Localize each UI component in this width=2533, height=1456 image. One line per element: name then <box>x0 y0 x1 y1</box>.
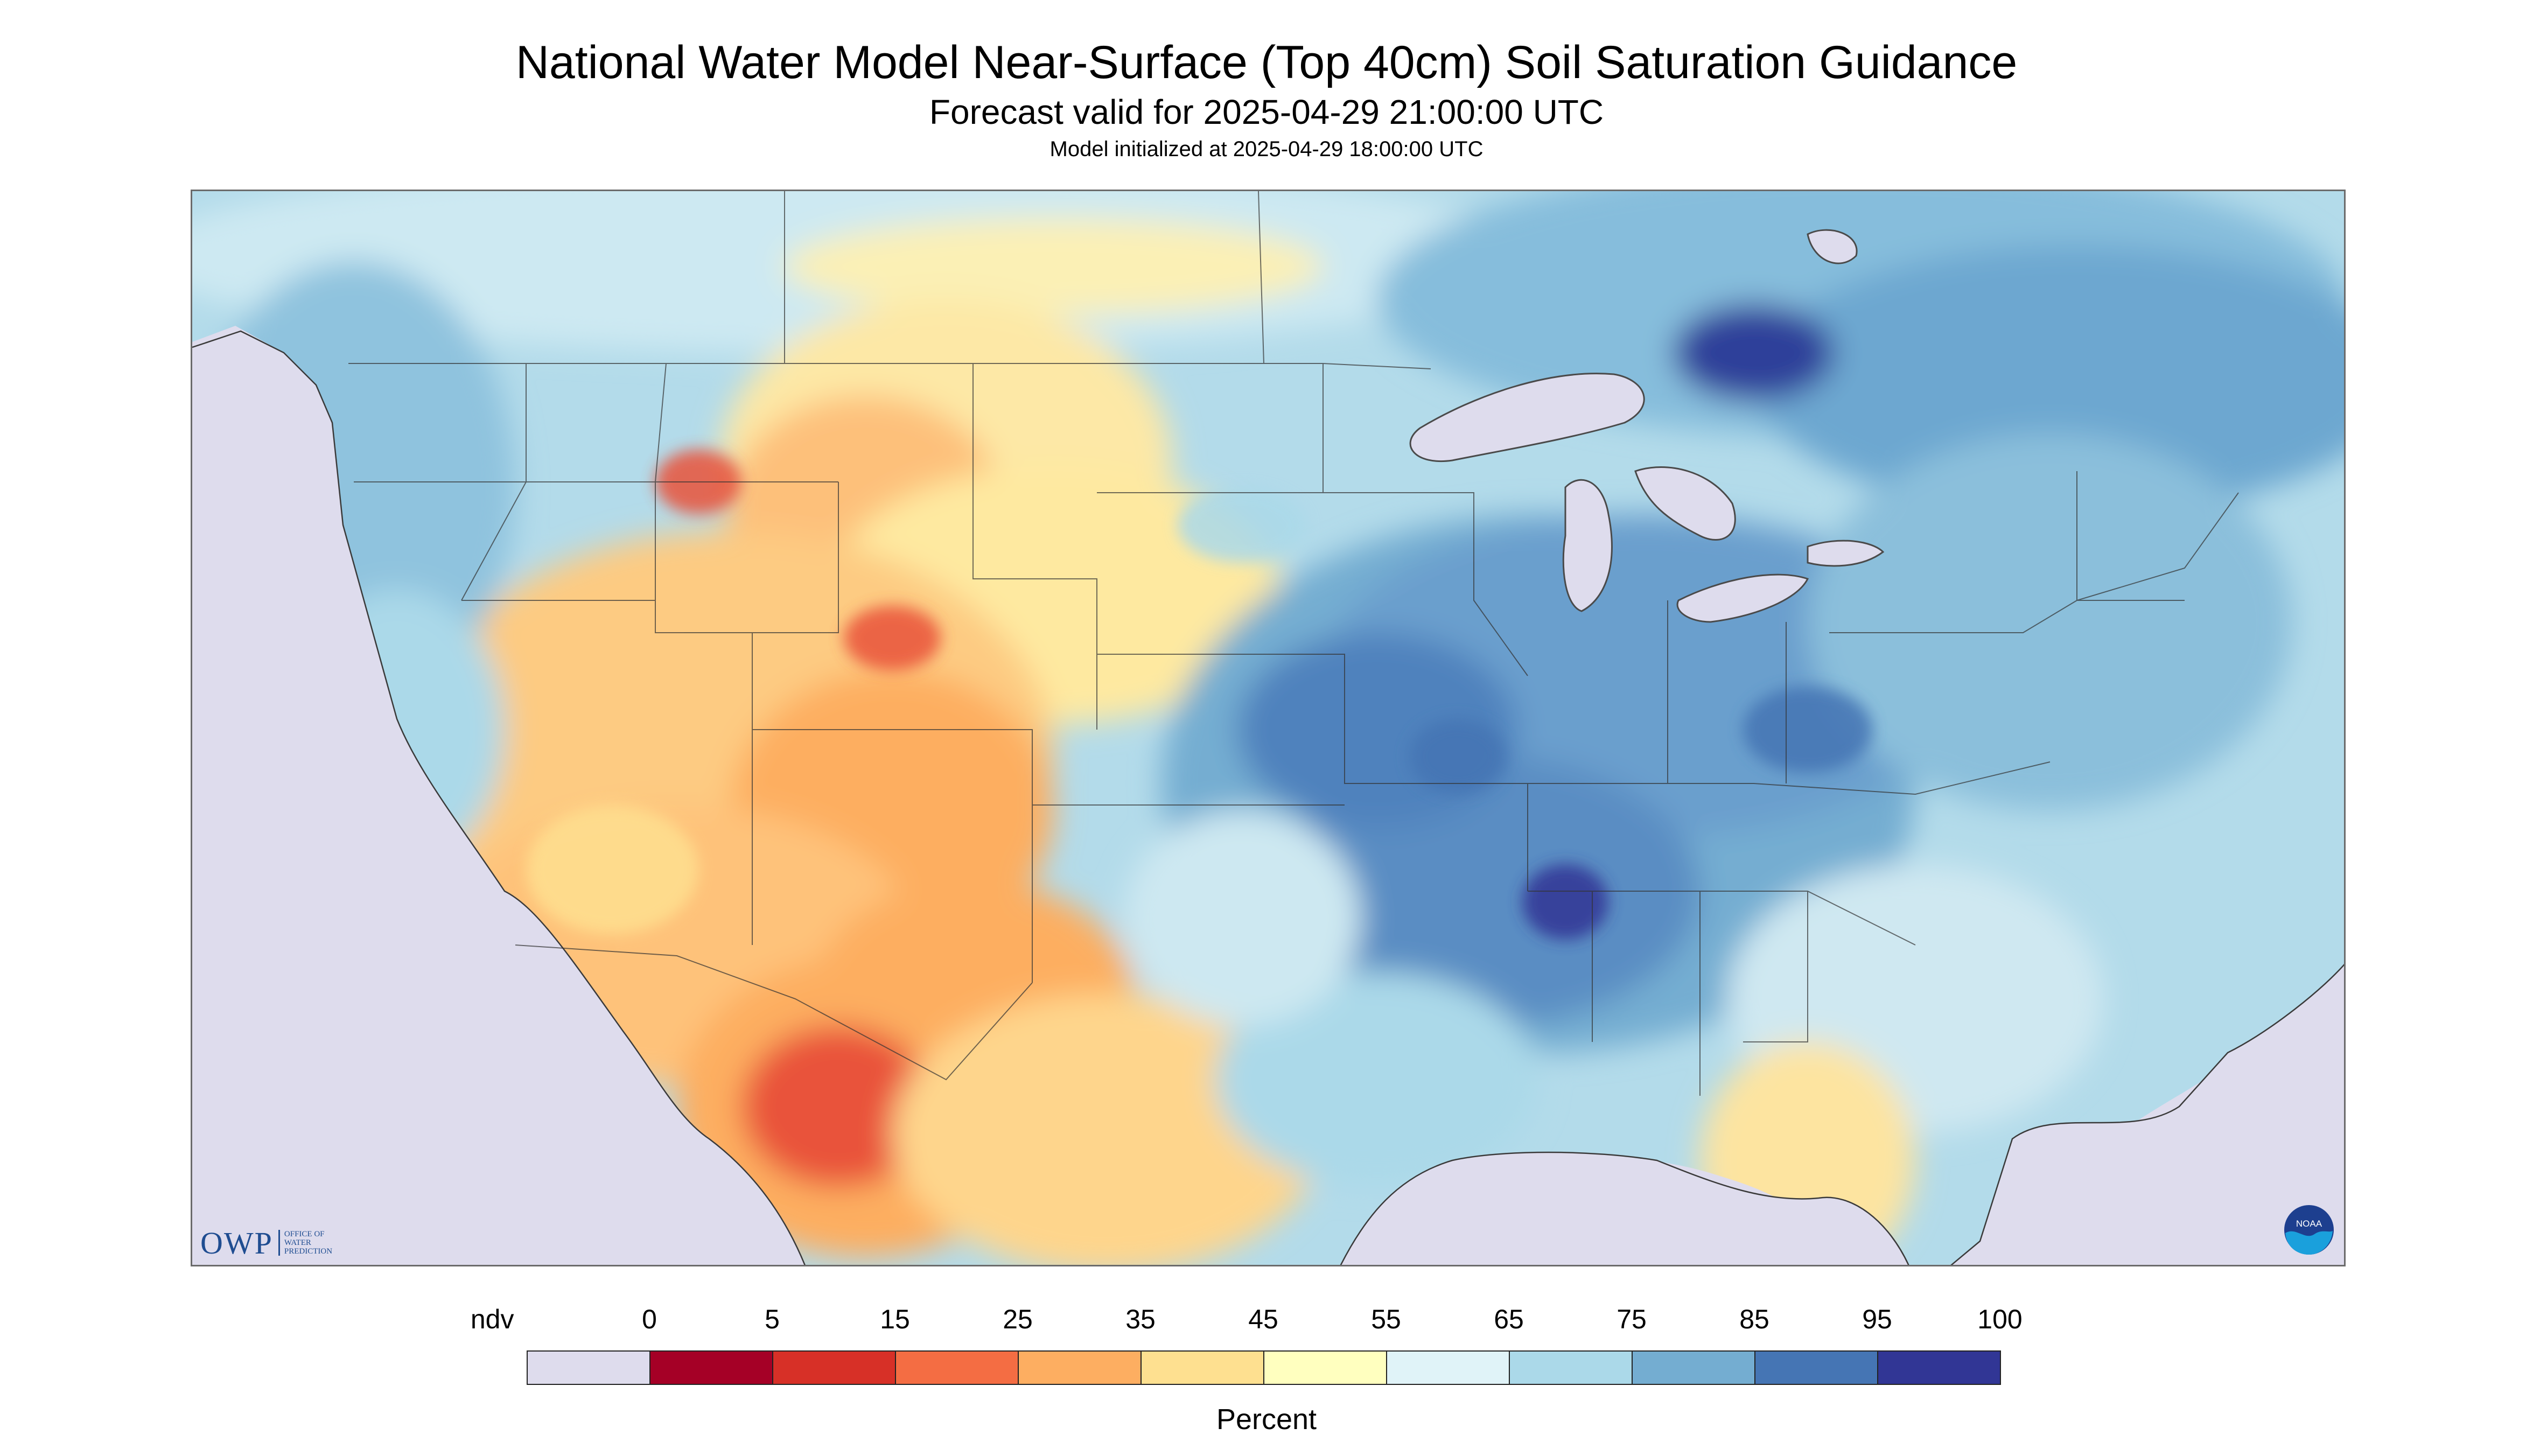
legend-tick-label: 35 <box>1125 1304 1156 1334</box>
legend-swatch <box>1140 1350 1264 1385</box>
legend-swatch <box>1509 1350 1633 1385</box>
legend-swatch <box>1877 1350 2001 1385</box>
model-init-time: Model initialized at 2025-04-29 18:00:00… <box>1049 137 1484 161</box>
legend-swatch <box>1754 1350 1878 1385</box>
soil-saturation-map <box>191 190 2346 1266</box>
legend-tick-label: 45 <box>1248 1304 1278 1334</box>
legend-swatch <box>1263 1350 1387 1385</box>
legend-tick-label: 95 <box>1862 1304 1892 1334</box>
legend-tick-label: 25 <box>1003 1304 1033 1334</box>
map-title: National Water Model Near-Surface (Top 4… <box>515 37 2018 88</box>
legend-swatch <box>772 1350 896 1385</box>
owp-logo-mark: OWP <box>200 1225 273 1261</box>
legend-swatch <box>1018 1350 1142 1385</box>
legend-swatch <box>1632 1350 1755 1385</box>
owp-logo-text: OFFICE OF WATER PREDICTION <box>278 1230 332 1256</box>
legend-swatch <box>527 1350 650 1385</box>
legend-tick-label: 5 <box>765 1304 780 1334</box>
legend-tick-label: 0 <box>642 1304 657 1334</box>
legend-tick-label: 85 <box>1739 1304 1769 1334</box>
ocean-areas <box>1356 969 2344 1265</box>
legend-tick-label: 55 <box>1371 1304 1401 1334</box>
legend-tick-label: 15 <box>880 1304 910 1334</box>
noaa-logo: NOAA <box>2282 1203 2336 1257</box>
great-lakes <box>1409 229 1885 623</box>
owp-logo: OWP OFFICE OF WATER PREDICTION <box>200 1225 332 1261</box>
legend-swatch <box>895 1350 1019 1385</box>
legend-tick-label: 65 <box>1494 1304 1524 1334</box>
coastline <box>192 330 2344 1265</box>
legend-tick-label: 75 <box>1617 1304 1647 1334</box>
map-canvas <box>192 191 2344 1265</box>
noaa-logo-text: NOAA <box>2296 1219 2322 1229</box>
forecast-valid-time: Forecast valid for 2025-04-29 21:00:00 U… <box>929 93 1604 131</box>
legend-swatch <box>649 1350 773 1385</box>
legend-tick-label: ndv <box>470 1304 514 1334</box>
political-borders <box>348 191 2239 1096</box>
legend-tick-label: 100 <box>1977 1304 2023 1334</box>
legend-unit-label: Percent <box>1216 1403 1317 1436</box>
legend-swatch <box>1386 1350 1510 1385</box>
